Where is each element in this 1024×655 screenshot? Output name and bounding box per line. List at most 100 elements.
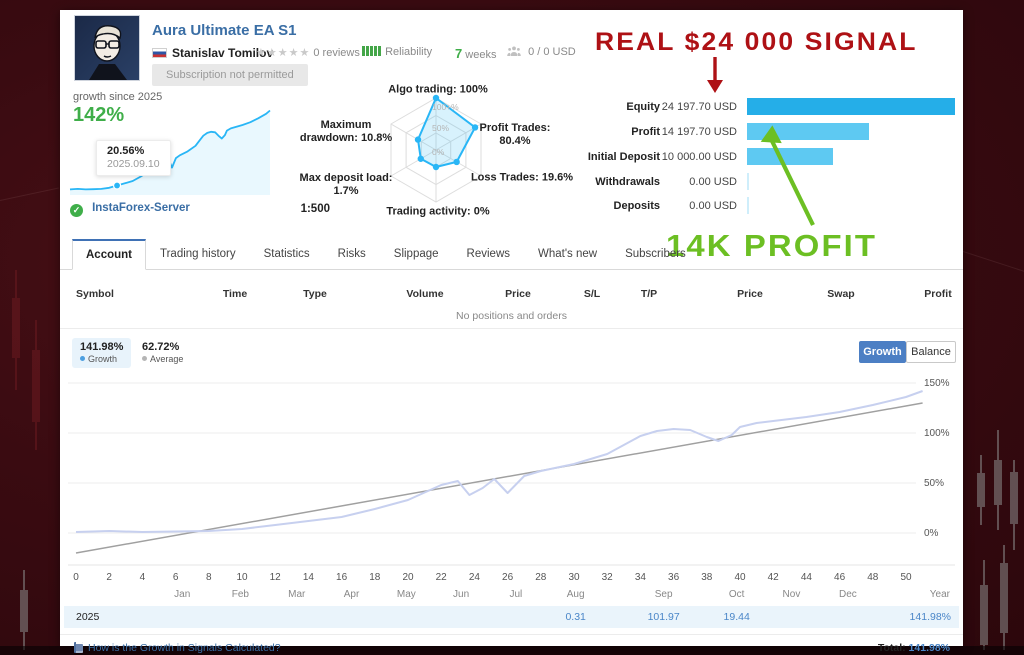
stat-value: 24 197.70 USD [661,101,737,113]
column-header-profit[interactable]: Profit [924,288,952,300]
stat-row-withdrawals: Withdrawals 0.00 USD [60,173,963,191]
tab-slippage[interactable]: Slippage [393,248,439,260]
rating-stars-icon: ★★★★★ [256,47,311,59]
age-group: 7 weeks [455,46,496,61]
year-total-value: 141.98% [909,611,951,623]
svg-text:8: 8 [206,572,212,583]
rating-group: ★★★★★ 0 reviews [256,46,360,59]
badge-average[interactable]: 62.72% Average [134,338,191,368]
radar-axis-label: Loss Trades: 19.6% [470,171,574,184]
tab-statistics[interactable]: Statistics [263,248,310,260]
svg-text:Sep: Sep [655,589,673,600]
tooltip-value: 20.56% [107,145,145,157]
stat-value: 0.00 USD [689,200,737,212]
svg-text:100%: 100% [924,428,950,439]
svg-text:Jun: Jun [453,589,469,600]
svg-text:44: 44 [801,572,813,583]
subscription-button[interactable]: Subscription not permitted [152,64,308,86]
svg-text:May: May [397,589,416,600]
stat-value: 10 000.00 USD [661,151,737,163]
svg-text:Jan: Jan [174,589,190,600]
tab-subscribers[interactable]: Subscribers [625,248,686,260]
green-arrow-icon [760,125,815,226]
author-name[interactable]: Stanislav Tomilov [172,46,274,60]
svg-text:14: 14 [303,572,315,583]
svg-text:10: 10 [236,572,248,583]
year-label: 2025 [76,611,100,623]
month-growth-value: 101.97 [647,611,680,623]
radar-axis-label: Algo trading: 100% [388,83,488,96]
radar-axis-label: Max deposit load: 1.7% [299,172,393,197]
svg-text:4: 4 [140,572,146,583]
svg-text:Mar: Mar [288,589,306,600]
svg-text:42: 42 [768,572,780,583]
mini-growth-chart[interactable] [68,100,280,198]
svg-text:50: 50 [900,572,912,583]
badge-label: Average [142,354,183,364]
column-header-s-l[interactable]: S/L [583,288,601,300]
total-growth: Total: 141.98% [877,642,950,654]
stat-bar [747,98,955,115]
weeks-label: weeks [465,49,497,61]
column-header-time[interactable]: Time [222,288,248,300]
divider [60,328,963,329]
red-arrow-icon [707,57,723,93]
weeks-count: 7 [455,46,463,61]
signal-title[interactable]: Aura Ultimate EA S1 [152,22,297,39]
svg-text:22: 22 [436,572,448,583]
column-header-price[interactable]: Price [737,288,763,300]
stat-row-initial-deposit: Initial Deposit 10 000.00 USD [60,148,963,166]
reliability-group: Reliability [362,46,432,59]
svg-text:0: 0 [73,572,79,583]
badge-dot-icon [80,356,85,361]
badge-growth[interactable]: 141.98% Growth [72,338,132,368]
svg-text:26: 26 [502,572,514,583]
svg-text:0%: 0% [924,528,939,539]
column-header-swap[interactable]: Swap [827,288,855,300]
svg-text:Oct: Oct [729,589,745,600]
chart-footer: How is the Growth in Signals Calculated?… [60,634,963,655]
column-header-symbol[interactable]: Symbol [76,288,114,300]
radar-axis-label: Maximum drawdown: 10.8% [299,119,393,144]
svg-text:Nov: Nov [783,589,801,600]
signal-card: Aura Ultimate EA S1 Stanislav Tomilov ★★… [60,10,963,654]
tab-bar: Account Trading history Statistics Risks Sli… [60,239,963,270]
svg-text:24: 24 [469,572,481,583]
author-row: Stanislav Tomilov [152,46,273,60]
tab-what-s-new[interactable]: What's new [538,248,598,260]
svg-text:36: 36 [668,572,680,583]
column-header-volume[interactable]: Volume [406,288,444,300]
svg-text:28: 28 [535,572,547,583]
svg-text:18: 18 [369,572,381,583]
svg-text:12: 12 [270,572,282,583]
tab-risks[interactable]: Risks [337,248,366,260]
reviews-count[interactable]: 0 reviews [313,47,360,59]
svg-text:Aug: Aug [567,589,585,600]
tab-reviews[interactable]: Reviews [466,248,511,260]
column-header-t-p[interactable]: T/P [640,288,658,300]
tab-account[interactable]: Account [72,239,146,270]
server-name[interactable]: InstaForex-Server [92,202,190,214]
column-header-price[interactable]: Price [505,288,531,300]
server-row: ✓ InstaForex-Server 1:500 [70,202,338,217]
growth-toggle-button[interactable]: Growth [859,341,906,363]
tooltip-date: 2025.09.10 [107,158,160,170]
svg-text:Year: Year [930,589,951,600]
growth-caption: growth since 2025 [73,91,163,103]
stat-bar [747,148,833,165]
svg-text:30: 30 [568,572,580,583]
annotation-14k-profit: 14K PROFIT [666,228,878,263]
growth-help-link[interactable]: How is the Growth in Signals Calculated? [74,642,281,654]
svg-text:100+%: 100+% [432,102,459,112]
book-icon [74,642,83,653]
stat-row-deposits: Deposits 0.00 USD [60,197,963,215]
leverage-value: 1:500 [300,203,330,215]
svg-text:20: 20 [402,572,414,583]
weekly-growth-chart[interactable]: 0%50%100%150%0 2 4 6 8 10 12 14 16 18 20 22 24 26 28 30… [60,365,963,605]
stat-label: Withdrawals [595,176,660,188]
tab-trading-history[interactable]: Trading history [160,248,236,260]
growth-value: 142% [73,104,125,126]
column-header-type[interactable]: Type [303,288,327,300]
balance-toggle-button[interactable]: Balance [906,341,956,363]
profile-radar-chart: 100+% 50% 0% [390,94,482,203]
